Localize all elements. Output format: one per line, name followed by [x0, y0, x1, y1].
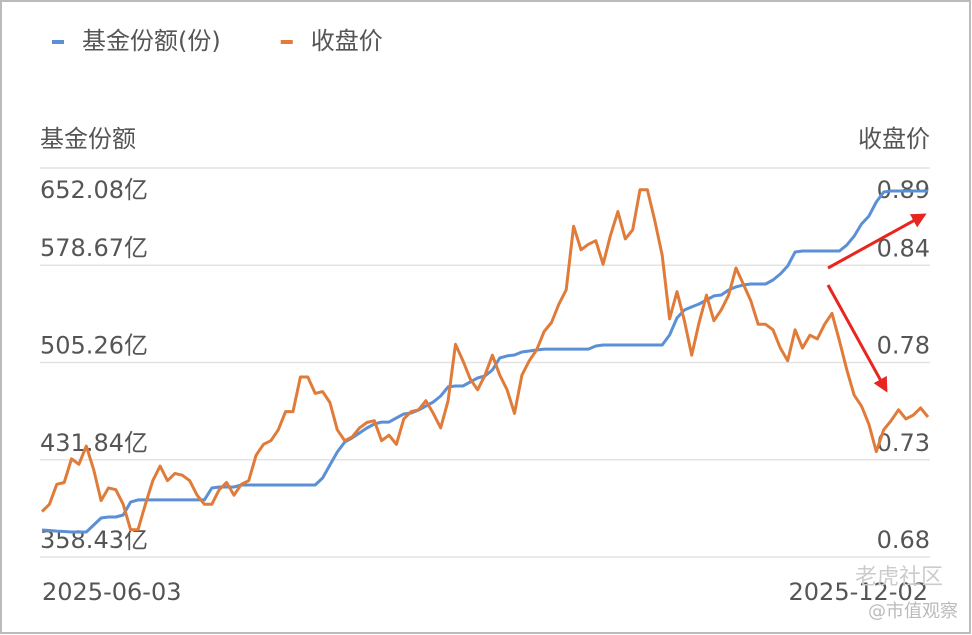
legend-label: 收盘价 — [311, 27, 383, 55]
watermark: 老虎社区 — [855, 565, 943, 590]
x-tick-label: 2025-06-03 — [42, 578, 181, 606]
y2-tick-label: 0.84 — [877, 234, 930, 262]
y2-tick-label: 0.68 — [877, 526, 930, 554]
y-tick-label: 505.26亿 — [40, 331, 148, 359]
line-series — [40, 188, 930, 532]
plot: 358.43亿431.84亿505.26亿578.67亿652.08亿0.680… — [40, 27, 930, 606]
y2-tick-label: 0.78 — [877, 332, 930, 360]
x-tick-label: 2025-12-02 — [789, 578, 928, 606]
y-axis-title: 基金份额 — [40, 125, 136, 153]
y-tick-label: 578.67亿 — [40, 234, 148, 262]
watermark: @市值观察 — [868, 601, 958, 622]
annotation-arrow — [827, 213, 927, 270]
legend-label: 基金份额(份) — [82, 27, 221, 55]
y2-axis-title: 收盘价 — [858, 125, 930, 153]
y-tick-label: 652.08亿 — [40, 176, 148, 204]
y-tick-label: 431.84亿 — [40, 429, 148, 457]
annotation-arrow — [826, 284, 888, 393]
y2-tick-label: 0.73 — [877, 429, 930, 457]
